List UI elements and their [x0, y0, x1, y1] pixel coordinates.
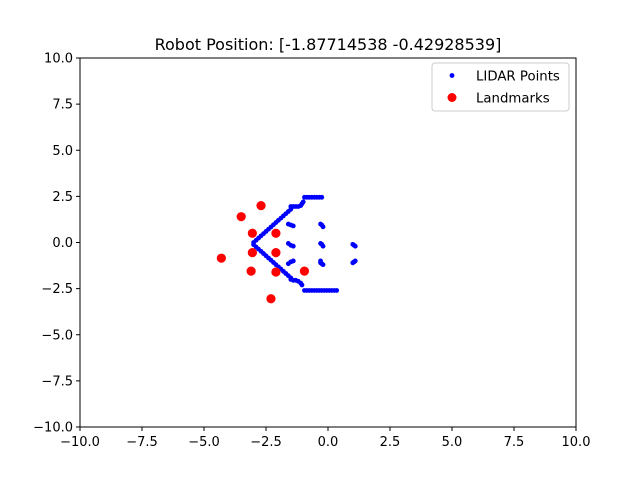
series-lidar-points: [251, 194, 358, 293]
x-tick-label: 2.5: [380, 435, 401, 450]
legend-box: [431, 62, 570, 112]
landmark-point: [266, 294, 276, 304]
plot-border: [79, 57, 577, 428]
legend-label-lidar-points: LIDAR Points: [476, 70, 560, 85]
landmark-point: [247, 228, 257, 238]
x-tick-label: −7.5: [126, 435, 158, 450]
x-tick-label: −2.5: [250, 435, 282, 450]
series-landmarks: [216, 201, 310, 304]
landmark-point: [236, 212, 246, 222]
lidar-point: [290, 258, 296, 264]
y-axis: −10.0 −7.5 −5.0 −2.5 0.0 2.5 5.0 7.5 10.0: [33, 52, 80, 436]
lidar-point: [290, 243, 296, 249]
lidar-point: [334, 288, 340, 293]
plot-background: [80, 58, 576, 427]
series-layer: [216, 194, 358, 304]
landmark-point: [247, 248, 257, 258]
landmark-point: [271, 267, 281, 277]
x-tick-label: 0.0: [318, 435, 339, 450]
y-tick-label: 10.0: [44, 52, 73, 67]
landmark-point: [271, 248, 281, 258]
y-tick-label: −10.0: [33, 421, 73, 436]
y-tick-label: 0.0: [52, 236, 73, 251]
legend-marker-lidar-points: [449, 73, 455, 78]
lidar-point: [320, 262, 326, 268]
x-tick-label: 10.0: [562, 435, 591, 450]
lidar-point: [320, 224, 326, 230]
y-tick-label: 5.0: [52, 144, 73, 159]
landmark-point: [256, 201, 266, 211]
lidar-point: [352, 258, 358, 264]
y-tick-label: −7.5: [41, 374, 73, 389]
lidar-point: [320, 243, 326, 249]
x-axis: −10.0 −7.5 −5.0 −2.5 0.0 2.5 5.0 7.5 10.0: [60, 427, 590, 450]
lidar-point: [300, 199, 306, 205]
landmark-point: [216, 253, 226, 263]
chart-title: Robot Position: [-1.87714538 -0.42928539…: [155, 35, 502, 54]
legend: LIDAR Points Landmarks: [431, 62, 570, 112]
landmark-point: [271, 228, 281, 238]
y-tick-label: 7.5: [52, 98, 73, 113]
legend-marker-landmarks: [447, 93, 457, 102]
landmark-point: [246, 266, 256, 276]
plot-area: −10.0 −7.5 −5.0 −2.5 0.0 2.5 5.0 7.5 10.0 −10.0−…: [33, 52, 590, 451]
lidar-point: [352, 243, 358, 249]
lidar-point: [318, 258, 323, 264]
y-tick-label: −2.5: [41, 282, 73, 297]
y-tick-label: −5.0: [41, 328, 73, 343]
x-tick-label: 7.5: [504, 435, 525, 450]
y-tick-label: 2.5: [52, 190, 73, 205]
lidar-point: [299, 282, 305, 288]
lidar-point: [319, 194, 325, 200]
legend-label-landmarks: Landmarks: [476, 92, 550, 107]
landmark-point: [299, 266, 310, 276]
x-tick-label: −10.0: [60, 435, 100, 450]
x-tick-label: 5.0: [442, 435, 463, 450]
x-tick-label: −5.0: [188, 435, 220, 450]
lidar-point: [290, 223, 296, 229]
